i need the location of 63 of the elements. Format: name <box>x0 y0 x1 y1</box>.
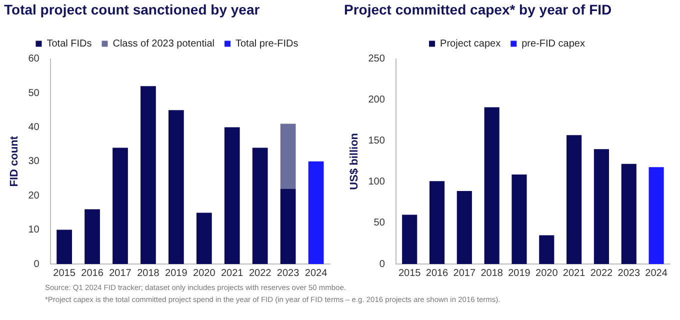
y-axis-title: US$ billion <box>348 132 361 190</box>
y-tick-label: 50 <box>28 88 40 99</box>
chart-title: Project committed capex* by year of FID <box>344 1 612 18</box>
bar <box>648 167 664 264</box>
x-tick-label: 2018 <box>137 268 160 279</box>
bar <box>168 110 184 264</box>
bar <box>84 209 100 264</box>
bar <box>224 127 240 264</box>
x-tick-label: 2018 <box>480 268 504 279</box>
bar <box>539 235 554 264</box>
y-tick-label: 60 <box>28 54 40 65</box>
bar <box>456 190 472 264</box>
x-tick-label: 2017 <box>109 268 132 279</box>
x-tick-label: 2024 <box>645 268 668 279</box>
x-tick-label: 2020 <box>193 268 216 279</box>
bar <box>112 148 128 264</box>
y-tick-label: 40 <box>28 122 40 133</box>
bar <box>402 214 418 264</box>
bar <box>56 230 72 264</box>
x-tick-label: 2023 <box>276 268 300 279</box>
bar <box>308 161 324 264</box>
x-tick-label: 2016 <box>426 268 449 279</box>
bar <box>512 174 527 264</box>
bar <box>252 148 268 264</box>
y-tick-label: 0 <box>34 258 40 270</box>
legend-label: Total FIDs <box>46 38 92 50</box>
y-tick-label: 30 <box>28 156 40 168</box>
y-tick-label: 100 <box>368 176 386 188</box>
bar <box>196 212 212 264</box>
x-tick-label: 2021 <box>220 268 244 279</box>
x-tick-label: 2017 <box>453 268 476 279</box>
x-tick-label: 2021 <box>562 268 586 279</box>
y-tick-label: 250 <box>368 54 386 65</box>
bar <box>280 188 296 264</box>
legend-label: Class of 2023 potential <box>112 38 214 50</box>
bar <box>594 149 610 264</box>
bar <box>566 135 582 264</box>
y-tick-label: 150 <box>368 136 386 147</box>
chart-title: Total project count sanctioned by year <box>4 1 260 18</box>
y-tick-label: 10 <box>28 224 40 236</box>
bar <box>140 86 156 264</box>
legend-label: Project capex <box>440 38 501 50</box>
x-tick-label: 2024 <box>304 268 328 279</box>
x-tick-label: 2019 <box>508 268 531 279</box>
x-tick-label: 2019 <box>165 268 188 279</box>
y-tick-label: 20 <box>28 190 40 202</box>
bar <box>280 124 296 189</box>
x-tick-label: 2015 <box>398 268 422 279</box>
x-tick-label: 2015 <box>53 268 76 279</box>
y-tick-label: 50 <box>374 218 386 229</box>
x-tick-label: 2022 <box>590 268 614 279</box>
x-tick-label: 2020 <box>536 268 558 279</box>
x-tick-label: 2016 <box>81 268 104 279</box>
bar <box>484 107 500 264</box>
bar <box>429 181 445 264</box>
x-tick-label: 2023 <box>618 268 640 279</box>
y-tick-label: 0 <box>379 258 386 270</box>
legend-label: pre-FID capex <box>522 38 585 50</box>
x-tick-label: 2022 <box>248 268 272 279</box>
legend-label: Total pre-FIDs <box>235 38 298 50</box>
y-tick-label: 200 <box>368 94 386 106</box>
bar <box>621 164 636 264</box>
y-axis-title: FID count <box>8 136 21 187</box>
